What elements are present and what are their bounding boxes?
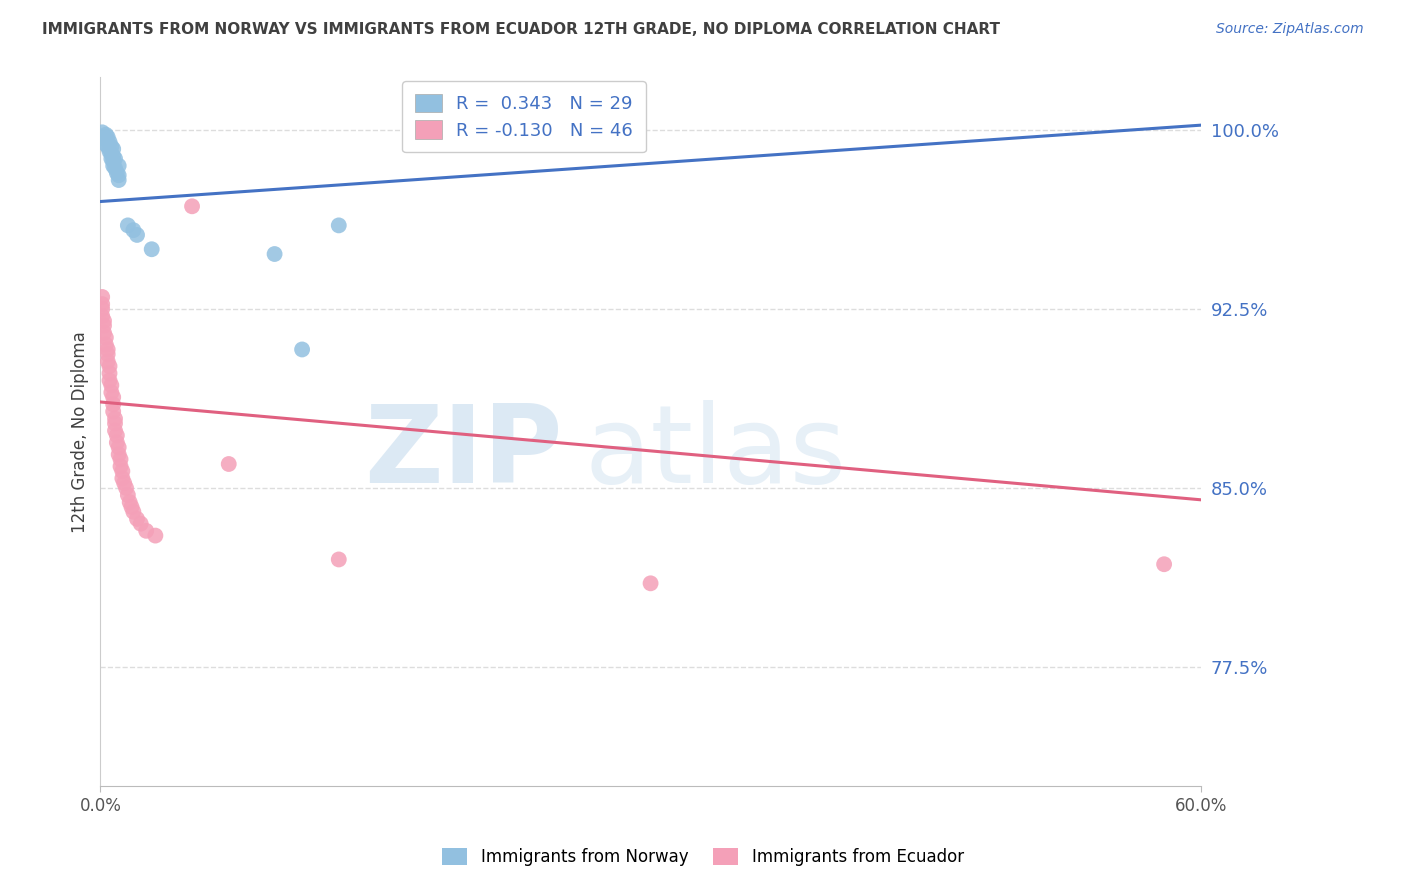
Point — [141, 242, 163, 256]
Point — [97, 354, 120, 368]
Point — [328, 552, 350, 566]
Point — [1153, 558, 1175, 572]
Point — [103, 159, 125, 173]
Point — [107, 168, 129, 182]
Point — [105, 435, 128, 450]
Point — [93, 314, 115, 328]
Point — [112, 476, 135, 491]
Point — [98, 135, 121, 149]
Point — [98, 367, 121, 381]
Point — [97, 343, 120, 357]
Point — [91, 290, 114, 304]
Point — [94, 132, 117, 146]
Point — [118, 495, 141, 509]
Text: IMMIGRANTS FROM NORWAY VS IMMIGRANTS FROM ECUADOR 12TH GRADE, NO DIPLOMA CORRELA: IMMIGRANTS FROM NORWAY VS IMMIGRANTS FRO… — [42, 22, 1000, 37]
Point — [122, 223, 145, 237]
Point — [98, 374, 121, 388]
Point — [103, 153, 125, 168]
Point — [94, 330, 117, 344]
Point — [93, 130, 115, 145]
Point — [100, 385, 122, 400]
Y-axis label: 12th Grade, No Diploma: 12th Grade, No Diploma — [72, 331, 89, 533]
Point — [105, 428, 128, 442]
Point — [103, 149, 125, 163]
Point — [145, 528, 167, 542]
Point — [122, 505, 145, 519]
Point — [117, 219, 139, 233]
Point — [103, 142, 125, 156]
Point — [111, 471, 134, 485]
Point — [263, 247, 285, 261]
Legend: R =  0.343   N = 29, R = -0.130   N = 46: R = 0.343 N = 29, R = -0.130 N = 46 — [402, 81, 645, 153]
Point — [135, 524, 157, 538]
Point — [105, 166, 128, 180]
Point — [121, 500, 143, 514]
Point — [104, 424, 127, 438]
Point — [104, 152, 127, 166]
Point — [91, 309, 114, 323]
Point — [104, 417, 127, 431]
Text: atlas: atlas — [585, 400, 846, 506]
Point — [125, 512, 148, 526]
Point — [103, 404, 125, 418]
Point — [117, 488, 139, 502]
Point — [100, 378, 122, 392]
Point — [91, 297, 114, 311]
Point — [291, 343, 314, 357]
Point — [104, 161, 127, 175]
Point — [97, 130, 120, 145]
Point — [104, 411, 127, 425]
Point — [103, 390, 125, 404]
Point — [97, 139, 120, 153]
Point — [98, 145, 121, 159]
Point — [107, 440, 129, 454]
Point — [93, 326, 115, 340]
Point — [91, 125, 114, 139]
Point — [94, 128, 117, 142]
Point — [110, 459, 132, 474]
Point — [94, 337, 117, 351]
Point — [129, 516, 152, 531]
Point — [640, 576, 662, 591]
Point — [93, 318, 115, 333]
Point — [100, 152, 122, 166]
Point — [100, 146, 122, 161]
Point — [98, 359, 121, 374]
Point — [97, 347, 120, 361]
Point — [107, 173, 129, 187]
Text: Source: ZipAtlas.com: Source: ZipAtlas.com — [1216, 22, 1364, 37]
Point — [110, 452, 132, 467]
Point — [100, 139, 122, 153]
Point — [94, 137, 117, 152]
Point — [328, 219, 350, 233]
Point — [181, 199, 204, 213]
Point — [107, 447, 129, 461]
Point — [111, 464, 134, 478]
Text: ZIP: ZIP — [364, 400, 562, 506]
Point — [115, 481, 138, 495]
Point — [125, 227, 148, 242]
Point — [218, 457, 240, 471]
Point — [107, 159, 129, 173]
Point — [103, 397, 125, 411]
Point — [91, 301, 114, 316]
Legend: Immigrants from Norway, Immigrants from Ecuador: Immigrants from Norway, Immigrants from … — [436, 841, 970, 873]
